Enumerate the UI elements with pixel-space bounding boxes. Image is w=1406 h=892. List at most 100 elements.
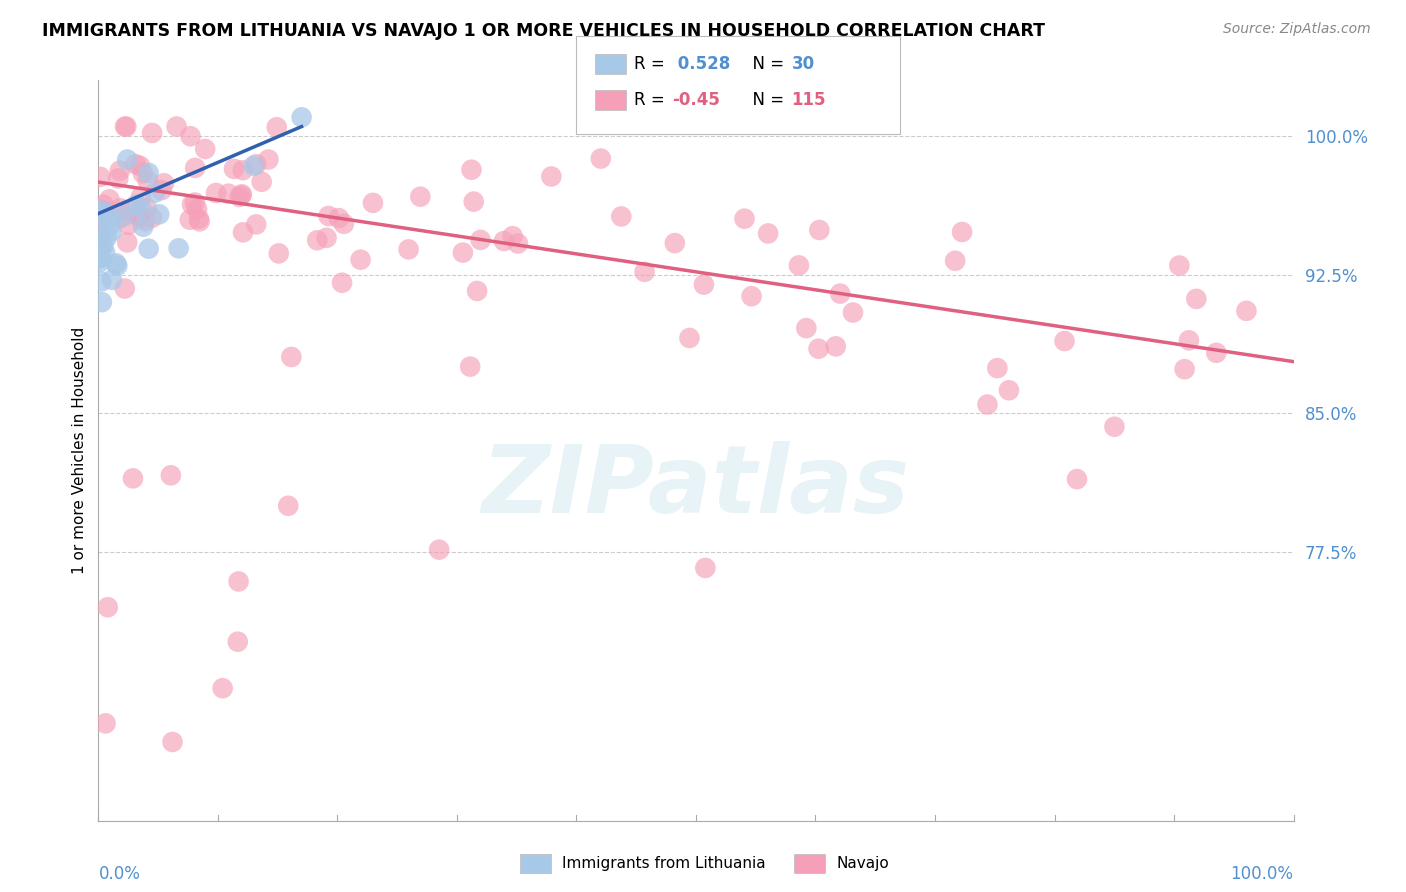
Point [179,212,201,227]
Point [96,231,118,245]
Point [94,246,117,260]
Text: Source: ZipAtlas.com: Source: ZipAtlas.com [1223,22,1371,37]
Point [150,183,173,197]
Point [114,281,136,295]
Text: R =: R = [634,55,671,73]
Point [89,252,111,266]
Point [184,161,207,175]
Point [124,157,146,171]
Point [267,246,290,260]
Point [1236,303,1258,318]
Point [105,259,128,273]
Point [93,239,115,253]
Point [470,233,492,247]
Text: 30: 30 [792,55,814,73]
Point [226,634,249,648]
Point [807,342,830,356]
Point [107,171,129,186]
Point [122,471,145,485]
Point [184,195,207,210]
Point [280,350,302,364]
Point [186,202,208,217]
Text: N =: N = [742,55,790,73]
Point [128,209,150,223]
Point [693,277,716,292]
Point [361,195,384,210]
Point [695,561,717,575]
Point [166,120,188,134]
Point [89,213,111,227]
Point [98,192,121,206]
Point [1205,346,1227,360]
Point [93,204,115,219]
Point [138,166,160,180]
Point [451,245,474,260]
Point [808,223,831,237]
Point [409,189,432,203]
Point [330,276,353,290]
Point [91,203,114,218]
Y-axis label: 1 or more Vehicles in Household: 1 or more Vehicles in Household [72,326,87,574]
Point [228,574,250,589]
Point [610,210,633,224]
Point [205,186,228,200]
Point [136,173,159,187]
Point [333,217,356,231]
Point [277,499,299,513]
Point [460,162,482,177]
Point [89,203,111,218]
Point [141,211,163,225]
Text: N =: N = [742,91,790,109]
Point [349,252,371,267]
Point [93,198,115,212]
Point [222,161,245,176]
Point [117,153,139,167]
Point [1053,334,1076,348]
Point [540,169,562,184]
Point [465,284,488,298]
Point [129,159,152,173]
Point [131,202,153,216]
Point [291,111,314,125]
Point [117,218,139,232]
Point [228,190,250,204]
Point [105,256,128,270]
Point [188,214,211,228]
Point [502,229,524,244]
Point [217,186,239,201]
Point [153,176,176,190]
Point [328,211,350,225]
Point [307,233,329,247]
Point [135,201,157,215]
Point [427,542,450,557]
Point [943,253,966,268]
Point [194,142,217,156]
Point [115,120,138,134]
Point [129,190,152,204]
Point [125,197,148,211]
Point [115,235,138,250]
Point [1178,334,1201,348]
Point [162,735,184,749]
Point [492,234,515,248]
Point [98,219,121,234]
Point [741,289,763,303]
Point [787,259,810,273]
Point [94,716,117,731]
Point [1168,259,1191,273]
Point [458,359,481,374]
Point [1104,419,1126,434]
Point [89,228,111,243]
Point [257,153,280,167]
Point [181,197,204,211]
Point [187,211,209,226]
Point [633,265,655,279]
Point [318,209,340,223]
Point [976,398,998,412]
Text: 100.0%: 100.0% [1230,865,1294,883]
Point [128,211,150,225]
Text: IMMIGRANTS FROM LITHUANIA VS NAVAJO 1 OR MORE VEHICLES IN HOUSEHOLD CORRELATION : IMMIGRANTS FROM LITHUANIA VS NAVAJO 1 OR… [42,22,1045,40]
Point [97,600,120,615]
Text: 0.0%: 0.0% [98,865,141,883]
Point [950,225,973,239]
